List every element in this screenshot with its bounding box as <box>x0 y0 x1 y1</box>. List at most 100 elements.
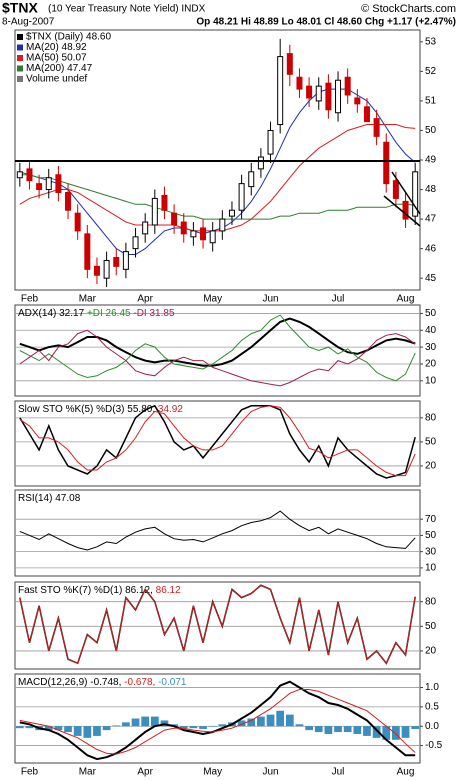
series-line <box>19 584 416 665</box>
histogram-bar <box>73 726 82 736</box>
y-tick-label: 20 <box>425 461 437 472</box>
candle-body <box>16 171 23 179</box>
histogram-bar <box>64 726 72 733</box>
histogram-bar <box>112 725 121 727</box>
legend-label: 55.80, <box>127 404 155 415</box>
x-tick-label: Aug <box>397 294 415 305</box>
legend-label: MA(20) 48.92 <box>26 42 87 53</box>
histogram-bar <box>189 726 198 729</box>
y-tick-label: 20 <box>425 646 437 657</box>
y-tick-label: 50 <box>425 308 437 319</box>
candle-body <box>200 227 207 241</box>
histogram-bar <box>25 726 34 729</box>
candle-body <box>354 97 361 105</box>
x-tick-label: Feb <box>21 767 39 778</box>
candle-body <box>335 79 342 114</box>
panel-frame <box>14 673 421 764</box>
x-tick-label: May <box>203 294 222 305</box>
candle-body <box>315 85 322 102</box>
panel-frame <box>14 304 421 397</box>
candle-body <box>325 82 332 111</box>
chart-subtitle: (10 Year Treasury Note Yield) INDX <box>48 4 206 15</box>
candle-body <box>286 53 293 75</box>
legend-swatch <box>17 55 23 61</box>
histogram-bar <box>285 714 294 727</box>
legend-label: -DI 31.85 <box>133 308 175 319</box>
histogram-bar <box>353 726 362 734</box>
x-tick-label: Jul <box>332 767 345 778</box>
histogram-bar <box>122 722 130 727</box>
histogram-bar <box>141 716 150 727</box>
histogram-bar <box>314 726 323 733</box>
legend-swatch <box>17 76 23 82</box>
series-line <box>19 329 416 387</box>
series-line <box>19 689 416 755</box>
histogram-bar <box>199 726 207 729</box>
candle-body <box>402 200 409 220</box>
y-tick-label: 52 <box>425 66 437 77</box>
histogram-bar <box>179 726 188 729</box>
legend: Slow STO %K(5) %D(3) 55.80, 34.92 <box>18 404 183 415</box>
y-tick-label: 47 <box>425 214 437 225</box>
legend: ADX(14) 32.17 +DI 26.45 -DI 31.85 <box>18 308 175 319</box>
candle-body <box>248 171 255 188</box>
x-tick-label: Aug <box>397 767 415 778</box>
candle-body <box>65 192 72 211</box>
candle-body <box>84 233 91 270</box>
legend-label: Volume undef <box>26 74 87 85</box>
histogram-bar <box>266 714 275 727</box>
series-line <box>19 174 416 220</box>
candle-body <box>267 129 274 155</box>
y-tick-label: -0.5 <box>425 740 443 751</box>
histogram-bar <box>208 726 217 727</box>
legend-label: 86.12 <box>156 585 181 596</box>
y-tick-label: 51 <box>425 96 437 107</box>
candle-body <box>180 221 187 235</box>
histogram-bar <box>93 726 101 736</box>
histogram-bar <box>382 726 391 740</box>
legend-label: $TNX (Daily) 48.60 <box>26 32 111 43</box>
histogram-bar <box>44 726 53 731</box>
candle-body <box>209 230 216 244</box>
histogram-bar <box>276 710 285 727</box>
y-tick-label: 50 <box>425 437 437 448</box>
legend-label: MA(200) 47.47 <box>26 63 93 74</box>
candle-body <box>228 209 235 217</box>
y-tick-label: 53 <box>425 36 437 47</box>
y-tick-label: 50 <box>425 621 437 632</box>
legend: RSI(14) 47.08 <box>18 493 81 504</box>
legend-label: 86.12, <box>125 585 153 596</box>
histogram-bar <box>334 726 342 733</box>
candle-body <box>296 76 303 90</box>
candle-body <box>142 221 149 235</box>
legend-label: +DI 26.45 <box>87 308 131 319</box>
candle-body <box>55 174 62 193</box>
histogram-bar <box>363 726 371 736</box>
candle-body <box>219 218 226 232</box>
y-tick-label: 50 <box>425 530 437 541</box>
histogram-bar <box>247 718 256 727</box>
candle-body <box>392 180 399 199</box>
histogram-bar <box>372 726 381 738</box>
legend-swatch <box>17 34 23 40</box>
chart-title: $TNX <box>2 0 38 16</box>
series-line <box>19 405 416 477</box>
legend-label: -0.748, <box>90 677 121 688</box>
x-tick-label: Jun <box>262 294 278 305</box>
panel-frame <box>14 581 421 670</box>
y-tick-label: 10 <box>425 563 437 574</box>
x-tick-label: Jun <box>262 767 278 778</box>
histogram-bar <box>83 726 92 738</box>
candle-body <box>306 85 313 99</box>
candle-body <box>257 156 264 170</box>
panels <box>14 29 421 764</box>
legend-label: -0.678, <box>124 677 155 688</box>
candle-body <box>190 230 197 238</box>
y-tick-label: 50 <box>425 125 437 136</box>
legend: Fast STO %K(7) %D(1) 86.12, 86.12 <box>18 585 181 596</box>
x-tick-label: Feb <box>21 294 39 305</box>
histogram-bar <box>257 716 265 727</box>
y-tick-label: 1.0 <box>425 682 439 693</box>
histogram-bar <box>305 726 313 731</box>
